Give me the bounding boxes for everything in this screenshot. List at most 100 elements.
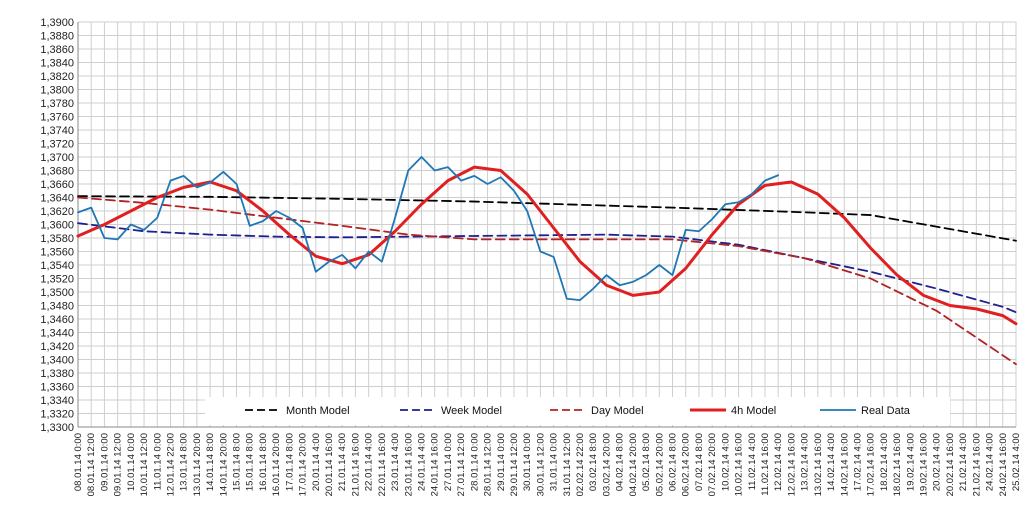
x-tick-label: 04.02.14 8:00	[615, 433, 626, 491]
x-tick-label: 18.02.14 4:00	[879, 433, 890, 491]
series-line-4h-model	[76, 165, 1018, 326]
x-tick-label: 18.02.14 16:00	[892, 433, 903, 496]
x-tick-label: 10.01.14 12:00	[139, 433, 150, 496]
legend-box	[205, 397, 950, 425]
x-tick-label: 27.01.14 0:00	[443, 433, 454, 491]
x-tick-label: 12.01.14 22:00	[165, 433, 176, 496]
x-tick-label: 31.01.14 12:00	[562, 433, 573, 496]
x-tick-label: 09.01.14 12:00	[113, 433, 124, 496]
x-tick-label: 20.02.14 4:00	[932, 433, 943, 491]
x-tick-label: 22.01.14 16:00	[377, 433, 388, 496]
x-tick-label: 19.02.14 4:00	[905, 433, 916, 491]
x-tick-label: 21.01.14 16:00	[350, 433, 361, 496]
x-tick-label: 10.02.14 4:00	[720, 433, 731, 491]
x-tick-label: 19.02.14 16:00	[919, 433, 930, 496]
x-tick-label: 03.02.14 8:00	[588, 433, 599, 491]
x-tick-label: 24.01.14 16:00	[430, 433, 441, 496]
x-tick-label: 29.01.14 12:00	[509, 433, 520, 496]
x-tick-label: 21.02.14 16:00	[971, 433, 982, 496]
y-tick-label: 1,3740	[40, 125, 74, 137]
x-tick-label: 31.01.14 0:00	[549, 433, 560, 491]
x-tick-label: 14.01.14 20:00	[218, 433, 229, 496]
legend-label-real-data: Real Data	[861, 405, 911, 417]
y-tick-label: 1,3300	[40, 422, 74, 434]
x-tick-label: 24.02.14 4:00	[985, 433, 996, 491]
x-tick-label: 23.01.14 16:00	[403, 433, 414, 496]
y-tick-label: 1,3660	[40, 179, 74, 191]
y-tick-label: 1,3880	[40, 31, 74, 43]
x-tick-label: 13.01.14 20:00	[192, 433, 203, 496]
legend-label-month-model: Month Model	[286, 405, 350, 417]
y-tick-label: 1,3420	[40, 341, 74, 353]
x-tick-label: 20.01.14 16:00	[324, 433, 335, 496]
legend-label-day-model: Day Model	[591, 405, 644, 417]
x-tick-label: 06.02.14 8:00	[668, 433, 679, 491]
x-tick-label: 24.01.14 4:00	[416, 433, 427, 491]
x-tick-label: 07.02.14 20:00	[707, 433, 718, 496]
x-tick-label: 21.01.14 4:00	[337, 433, 348, 491]
x-tick-label: 30.01.14 12:00	[535, 433, 546, 496]
x-tick-label: 25.02.14 4:00	[1011, 433, 1021, 491]
x-tick-label: 24.02.14 16:00	[998, 433, 1009, 496]
y-tick-label: 1,3800	[40, 85, 74, 97]
x-tick-label: 11.02.14 4:00	[747, 433, 758, 490]
y-tick-label: 1,3580	[40, 233, 74, 245]
x-tick-label: 14.02.14 4:00	[826, 433, 837, 491]
x-tick-label: 15.01.14 8:00	[245, 433, 256, 491]
x-tick-label: 27.01.14 12:00	[456, 433, 467, 496]
x-tick-label: 16.01.14 20:00	[271, 433, 282, 496]
y-tick-label: 1,3460	[40, 314, 74, 326]
x-tick-label: 05.02.14 20:00	[654, 433, 665, 496]
x-tick-label: 17.01.14 8:00	[284, 433, 295, 491]
y-tick-label: 1,3360	[40, 382, 74, 394]
x-tick-label: 03.02.14 20:00	[601, 433, 612, 496]
x-tick-label: 17.02.14 16:00	[866, 433, 877, 496]
x-tick-label: 14.02.14 16:00	[839, 433, 850, 496]
y-tick-label: 1,3600	[40, 220, 74, 232]
x-tick-label: 04.02.14 20:00	[628, 433, 639, 496]
x-tick-label: 13.01.14 8:00	[179, 433, 190, 491]
y-tick-label: 1,3820	[40, 71, 74, 83]
legend: Month Model Week Model Day Model 4h Model Re…	[205, 397, 950, 425]
x-tick-label: 20.02.14 16:00	[945, 433, 956, 496]
x-tick-label: 02.02.14 22:00	[575, 433, 586, 496]
y-tick-label: 1,3480	[40, 301, 74, 313]
x-tick-label: 13.02.14 16:00	[813, 433, 824, 496]
series-line-month-model	[77, 195, 1017, 242]
y-tick-label: 1,3540	[40, 260, 74, 272]
y-tick-label: 1,3840	[40, 58, 74, 70]
x-tick-label: 23.01.14 4:00	[390, 433, 401, 491]
legend-label-4h-model: 4h Model	[731, 405, 776, 417]
series-line-real-data	[77, 156, 780, 301]
x-tick-label: 29.01.14 0:00	[496, 433, 507, 491]
x-tick-label: 12.02.14 16:00	[786, 433, 797, 496]
grid-lines	[77, 21, 1017, 428]
y-tick-label: 1,3640	[40, 193, 74, 205]
series-line-day-model	[77, 196, 1017, 366]
x-tick-label: 12.02.14 4:00	[773, 433, 784, 491]
plot-area	[76, 156, 1018, 366]
x-tick-label: 05.02.14 8:00	[641, 433, 652, 491]
x-tick-label: 11.02.14 16:00	[760, 433, 771, 496]
y-tick-label: 1,3560	[40, 247, 74, 259]
x-tick-label: 07.02.14 8:00	[694, 433, 705, 491]
x-tick-label: 22.01.14 4:00	[364, 433, 375, 491]
y-tick-label: 1,3860	[40, 44, 74, 56]
x-tick-label: 10.02.14 16:00	[734, 433, 745, 496]
y-tick-label: 1,3780	[40, 98, 74, 110]
x-tick-label: 28.01.14 12:00	[483, 433, 494, 496]
x-tick-label: 15.01.14 8:00	[232, 433, 243, 491]
y-tick-label: 1,3520	[40, 274, 74, 286]
y-tick-label: 1,3440	[40, 328, 74, 340]
x-tick-label: 17.02.14 4:00	[852, 433, 863, 491]
y-tick-label: 1,3340	[40, 395, 74, 407]
y-tick-label: 1,3680	[40, 166, 74, 178]
x-tick-label: 13.02.14 4:00	[800, 433, 811, 491]
x-tick-label: 21.02.14 4:00	[958, 433, 969, 491]
y-tick-label: 1,3500	[40, 287, 74, 299]
x-tick-label: 08.01.14 0:00	[73, 433, 84, 491]
x-tick-label: 06.02.14 20:00	[681, 433, 692, 496]
y-tick-label: 1,3900	[40, 17, 74, 29]
